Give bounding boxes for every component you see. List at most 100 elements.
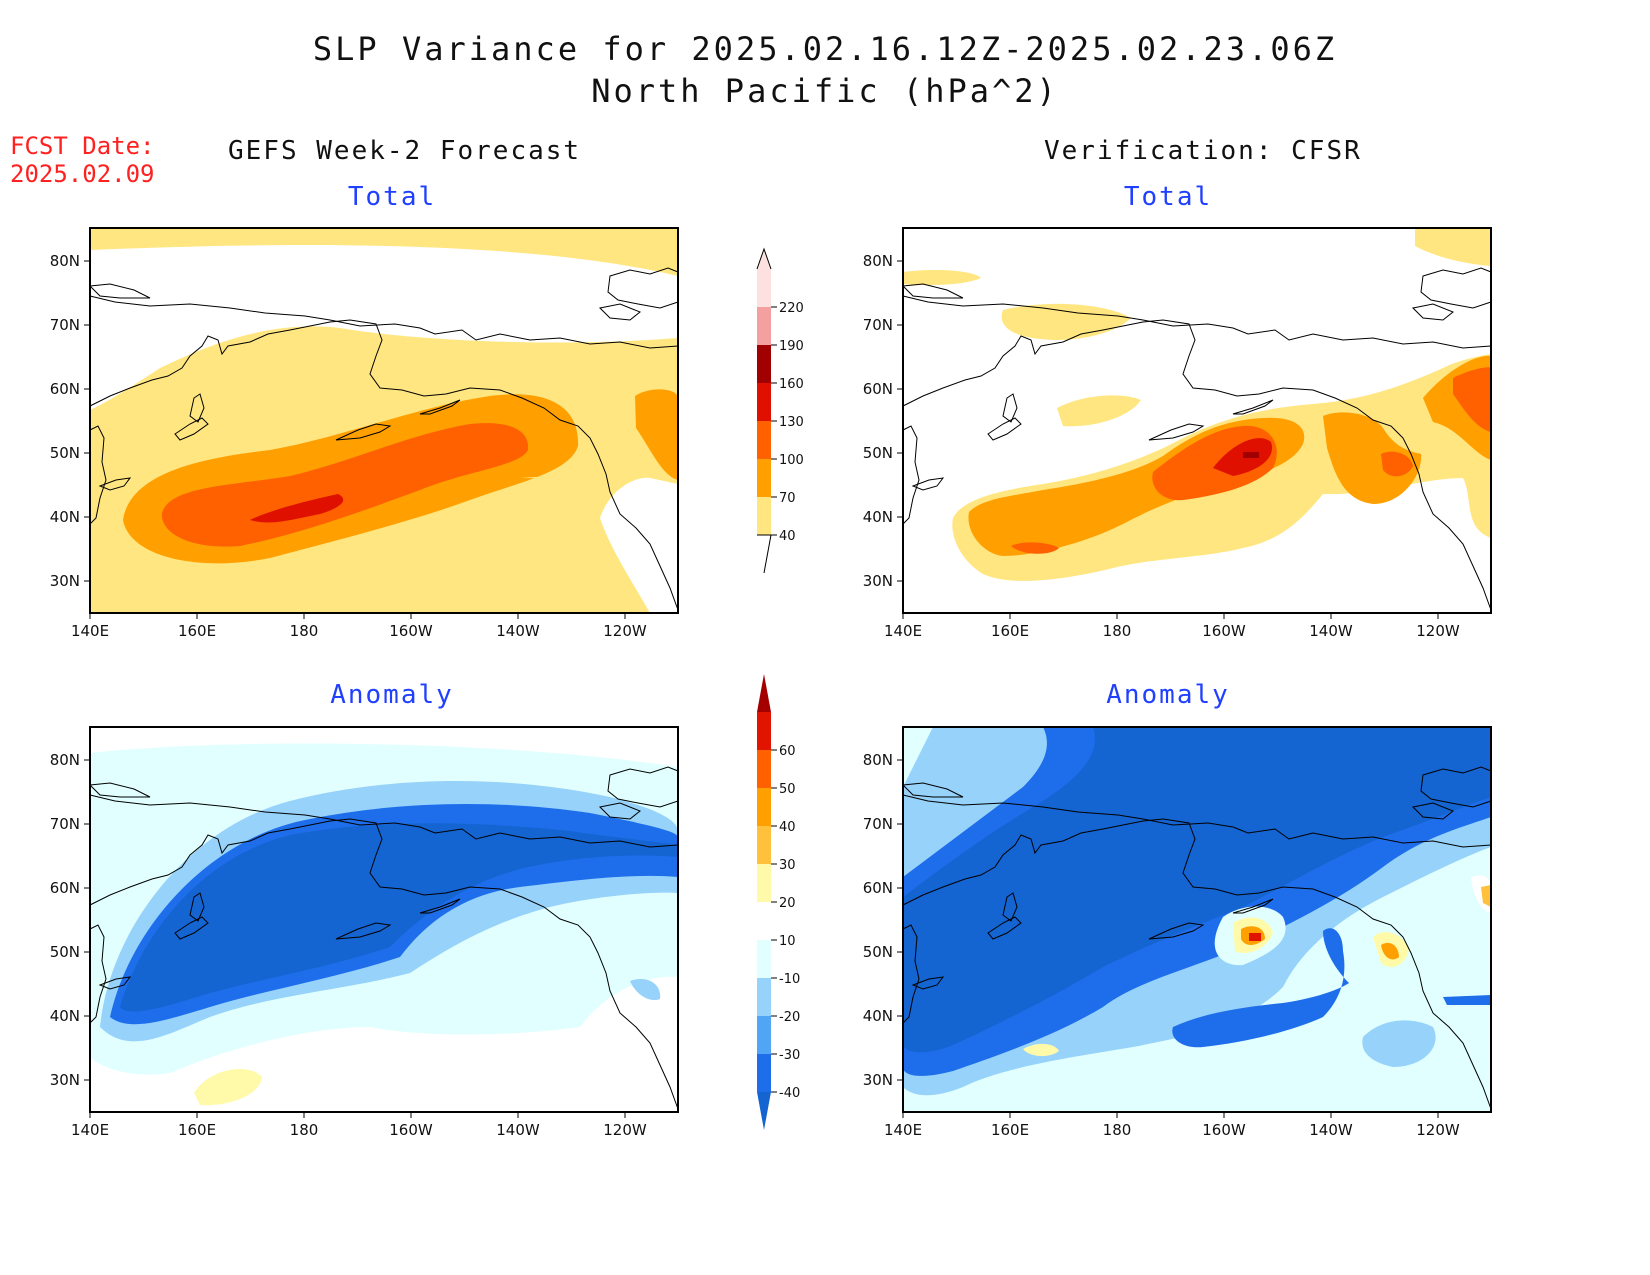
colorbar-level-label: 60 [779,744,796,759]
lat-tick-label: 50N [50,444,80,462]
colorbar-level-label: 30 [779,858,796,873]
colorbar-bottom-arrow [757,1092,771,1130]
colorbar-top-arrow [757,674,771,712]
column-title-cfsr: Verification: CFSR [1044,136,1362,166]
colorbar-swatch [757,421,771,459]
colorbar-swatch [757,902,771,940]
colorbar-level-label: 220 [779,301,804,316]
lon-tick-label: 160W [389,622,433,640]
colorbar-top-arrow [756,247,772,270]
lon-tick-label: 140W [1309,1121,1353,1139]
colorbar-level-label: 130 [779,415,804,430]
colorbar-swatch [757,864,771,902]
panel-title-cfsr-anomaly: Anomaly [1106,680,1230,710]
lon-tick-label: 140W [496,622,540,640]
colorbar-level-label: -10 [779,972,800,987]
map-panel-gefs-anomaly [83,726,679,1119]
colorbar-level-label: 160 [779,377,804,392]
lon-tick-label: 180 [290,622,319,640]
colorbar-anomaly: -40 -30 -20 -10 10 20 30 40 50 60 [757,674,800,1130]
colorbar-swatch [757,940,771,978]
lat-tick-label: 80N [50,252,80,270]
lon-tick-label: 140E [71,1121,109,1139]
colorbar-swatch [757,750,771,788]
colorbar-level-label: -20 [779,1010,800,1025]
lon-tick-label: 120W [1416,622,1460,640]
colorbar-level-label: 50 [779,782,796,797]
lat-tick-label: 40N [50,1007,80,1025]
colorbar-level-label: -40 [779,1086,800,1101]
lon-tick-label: 140W [1309,622,1353,640]
lat-tick-label: 80N [863,751,893,769]
lat-tick-label: 30N [863,1071,893,1089]
map-panel-cfsr-total [896,227,1492,620]
lat-tick-label: 70N [50,316,80,334]
colorbar-swatch [757,826,771,864]
colorbar-swatch [757,345,771,383]
lat-tick-label: 60N [50,879,80,897]
colorbar-level-label: -30 [779,1048,800,1063]
lat-tick-label: 50N [863,943,893,961]
lat-tick-label: 70N [863,815,893,833]
lon-tick-label: 140W [496,1121,540,1139]
lon-tick-label: 180 [1103,622,1132,640]
colorbar-swatch [757,712,771,750]
fcst-label: FCST Date: [10,132,155,160]
lon-tick-label: 160W [1202,1121,1246,1139]
colorbar-swatch [757,978,771,1016]
colorbar-level-label: 40 [779,820,796,835]
lat-tick-label: 70N [50,815,80,833]
lon-tick-label: 160E [178,1121,216,1139]
lon-tick-label: 140E [71,622,109,640]
lon-tick-label: 140E [884,622,922,640]
colorbar-swatch [757,269,771,307]
lon-tick-label: 160W [1202,622,1246,640]
colorbar-bottom-arrow [757,534,772,574]
fcst-date: 2025.02.09 [10,160,155,188]
colorbar-swatch [757,307,771,345]
lon-tick-label: 160E [178,622,216,640]
lat-tick-label: 60N [863,879,893,897]
figure-subtitle: North Pacific (hPa^2) [591,72,1059,110]
colorbar-level-label: 100 [779,453,804,468]
lat-tick-label: 60N [863,380,893,398]
colorbar-level-label: 10 [779,934,796,949]
colorbar-level-label: 70 [779,491,796,506]
colorbar-swatch [757,383,771,421]
lon-tick-label: 160W [389,1121,433,1139]
colorbar-total: 40 70 100 130 160 190 220 [756,247,804,574]
map-panel-gefs-total [83,227,679,620]
lon-tick-label: 120W [603,1121,647,1139]
lon-tick-label: 180 [290,1121,319,1139]
lat-tick-label: 30N [50,572,80,590]
panel-title-cfsr-total: Total [1123,182,1213,212]
lat-tick-label: 40N [863,508,893,526]
colorbar-level-label: 40 [779,529,796,544]
colorbar-level-label: 20 [779,896,796,911]
panel-title-gefs-anomaly: Anomaly [330,680,454,710]
lon-tick-label: 160E [991,622,1029,640]
colorbar-swatch [757,1016,771,1054]
colorbar-swatch [757,1054,771,1092]
colorbar-level-label: 190 [779,339,804,354]
lat-tick-label: 30N [863,572,893,590]
lon-tick-label: 140E [884,1121,922,1139]
lon-tick-label: 180 [1103,1121,1132,1139]
lat-tick-label: 40N [863,1007,893,1025]
lat-tick-label: 80N [50,751,80,769]
panel-title-gefs-total: Total [347,182,437,212]
colorbar-swatch [757,497,771,535]
lon-tick-label: 120W [1416,1121,1460,1139]
lon-tick-label: 160E [991,1121,1029,1139]
lat-tick-label: 60N [50,380,80,398]
colorbar-swatch [757,459,771,497]
lat-tick-label: 70N [863,316,893,334]
lat-tick-label: 50N [863,444,893,462]
column-title-gefs: GEFS Week-2 Forecast [228,136,582,166]
lat-tick-label: 50N [50,943,80,961]
lat-tick-label: 30N [50,1071,80,1089]
lat-tick-label: 40N [50,508,80,526]
colorbar-swatch [757,788,771,826]
lon-tick-label: 120W [603,622,647,640]
